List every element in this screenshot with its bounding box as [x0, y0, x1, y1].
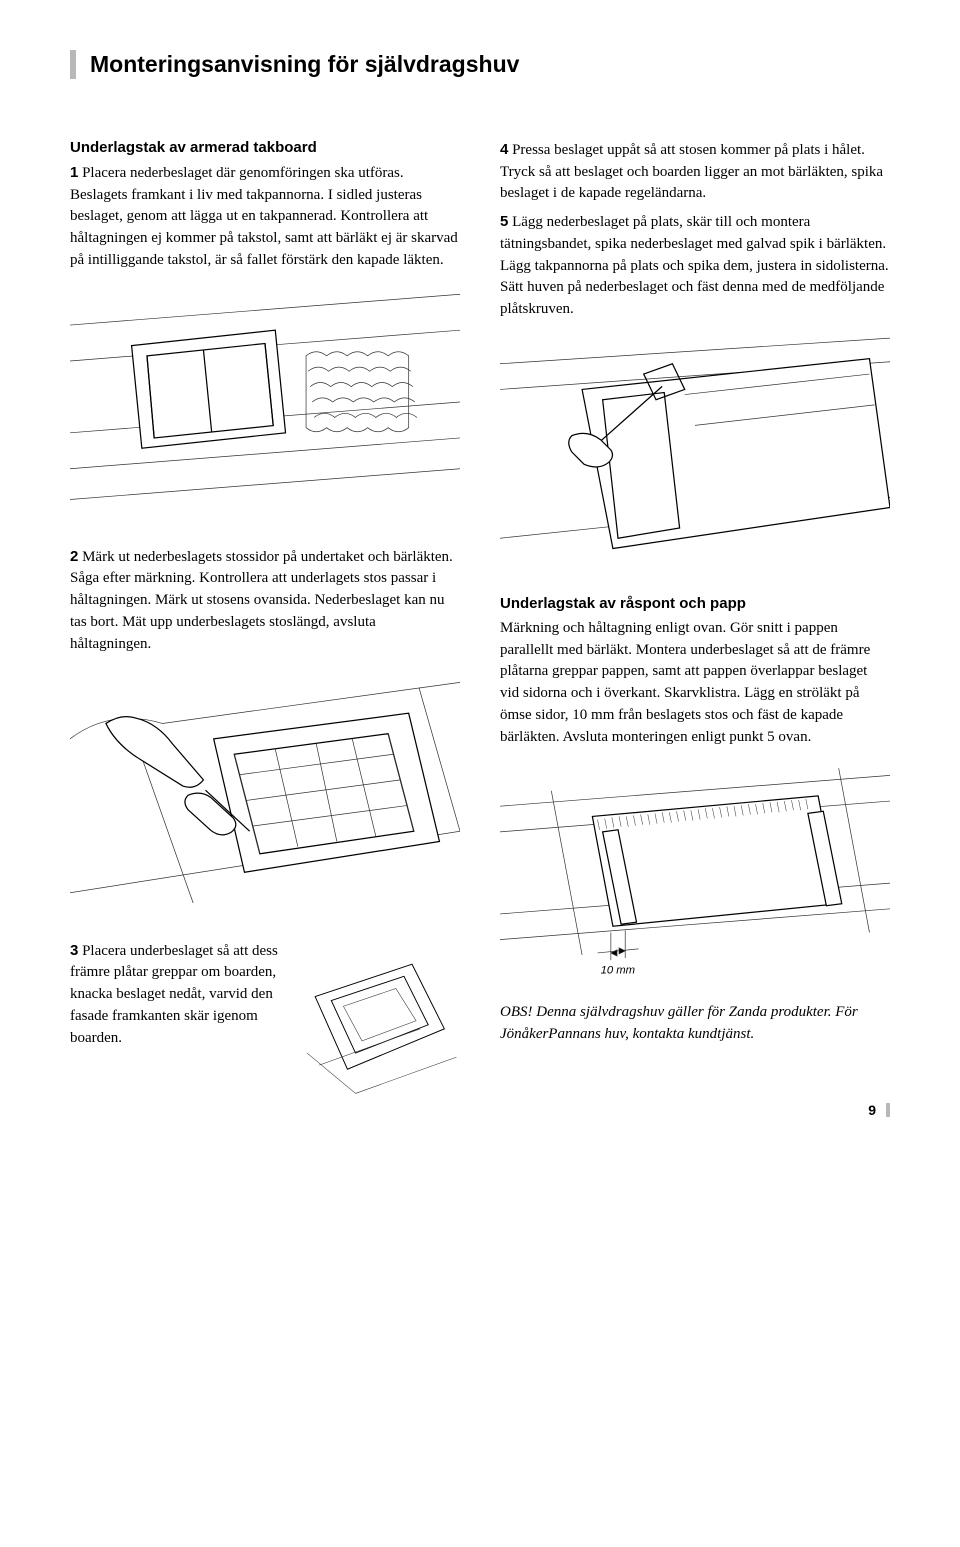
- obs-note: OBS! Denna självdragshuv gäller för Zand…: [500, 1002, 890, 1046]
- step-3-paragraph: 3 Placera underbeslaget så att dess främ…: [70, 940, 285, 1050]
- figure-1-illustration: [70, 284, 460, 520]
- subheading-raspont-papp: Underlagstak av råspont och papp: [500, 595, 890, 612]
- title-block: Monteringsanvisning för självdragshuv: [70, 50, 890, 79]
- step-4-text: Pressa beslaget uppåt så att stosen komm…: [500, 142, 883, 202]
- figure-5-illustration: [500, 333, 890, 569]
- figure-2-illustration: [70, 667, 460, 913]
- step-3-text: Placera underbeslaget så att dess främre…: [70, 943, 278, 1046]
- left-column: Underlagstak av armerad takboard 1 Place…: [70, 139, 460, 1101]
- step-5-text: Lägg nederbeslaget på plats, skär till o…: [500, 214, 889, 317]
- dimension-label: 10 mm: [601, 965, 635, 976]
- figure-3-illustration: [299, 940, 461, 1102]
- two-column-layout: Underlagstak av armerad takboard 1 Place…: [70, 139, 890, 1101]
- page-title: Monteringsanvisning för självdragshuv: [90, 50, 890, 79]
- step-2-paragraph: 2 Märk ut nederbeslagets stossidor på un…: [70, 546, 460, 656]
- page-number: 9: [868, 1103, 890, 1117]
- step-5-paragraph: 5 Lägg nederbeslaget på plats, skär till…: [500, 211, 890, 321]
- raspont-paragraph: Märkning och håltagning enligt ovan. Gör…: [500, 618, 890, 749]
- subheading-underlagstak-board: Underlagstak av armerad takboard: [70, 139, 460, 156]
- step-2-text: Märk ut nederbeslagets stossidor på unde…: [70, 549, 453, 652]
- figure-raspont-illustration: 10 mm: [500, 760, 890, 976]
- step-3-block: 3 Placera underbeslaget så att dess främ…: [70, 940, 460, 1102]
- step-4-paragraph: 4 Pressa beslaget uppåt så att stosen ko…: [500, 139, 890, 205]
- right-column: 4 Pressa beslaget uppåt så att stosen ko…: [500, 139, 890, 1101]
- step-1-paragraph: 1 Placera nederbeslaget där genomföringe…: [70, 162, 460, 272]
- step-1-text: Placera nederbeslaget där genomföringen …: [70, 165, 458, 268]
